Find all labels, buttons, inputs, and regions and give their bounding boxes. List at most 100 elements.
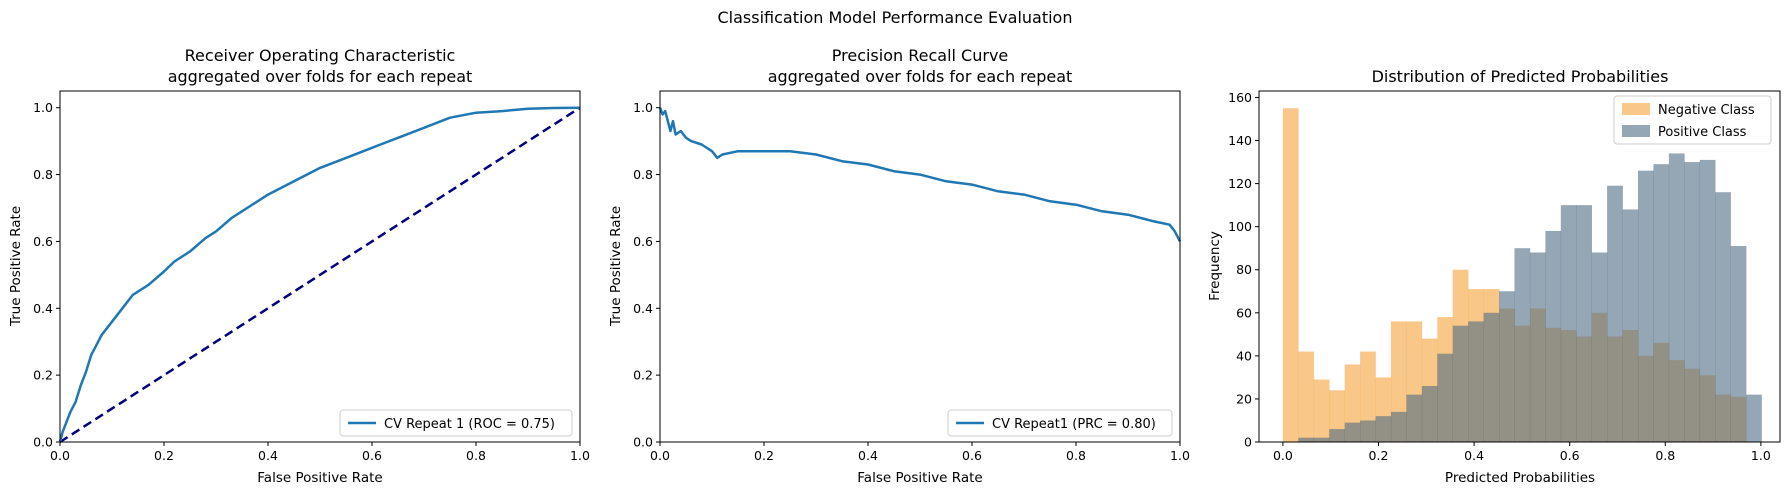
hist-bar-positive-4 <box>1344 422 1361 442</box>
prc-legend: CV Repeat1 (PRC = 0.80) <box>947 409 1173 437</box>
prc-xlabel: False Positive Rate <box>857 470 982 486</box>
prc-axes-frame <box>659 90 1181 443</box>
hist-legend-swatch-negative <box>1622 103 1650 115</box>
hist-bar-positive-28 <box>1715 192 1731 442</box>
roc-xtick-label-3: 0.6 <box>362 448 382 463</box>
hist-bar-positive-23 <box>1637 170 1654 443</box>
hist-bar-positive-9 <box>1421 386 1438 442</box>
prc-legend-box <box>947 409 1173 437</box>
hist-legend-label-negative: Negative Class <box>1658 103 1755 118</box>
prc-ytick-label-3: 0.6 <box>633 234 653 249</box>
hist-legend-label-positive: Positive Class <box>1658 125 1747 140</box>
hist-xlabel: Predicted Probabilities <box>1445 470 1595 486</box>
roc-ytick-label-3: 0.6 <box>33 234 53 249</box>
hist-legend-swatch-positive <box>1622 125 1650 137</box>
hist-bar-negative-1 <box>1298 351 1315 442</box>
roc-title-line1: Receiver Operating Characteristic <box>185 46 456 65</box>
hist-xtick-label-1: 0.2 <box>1369 448 1389 463</box>
roc-chance-diagonal <box>59 106 581 444</box>
hist-xtick-label-3: 0.6 <box>1560 448 1580 463</box>
hist-bar-positive-27 <box>1699 159 1716 442</box>
hist-ytick-label-2: 40 <box>1236 348 1252 363</box>
hist-bar-positive-8 <box>1406 394 1423 442</box>
hist-ylabel: Frequency <box>1207 231 1223 301</box>
roc-ytick-label-4: 0.8 <box>33 167 53 182</box>
hist-bar-positive-16 <box>1529 252 1546 442</box>
figure-suptitle: Classification Model Performance Evaluat… <box>718 8 1073 27</box>
prc-ylabel: True Positive Rate <box>608 206 624 327</box>
hist-bar-positive-26 <box>1684 162 1701 442</box>
hist-bar-positive-22 <box>1622 209 1639 442</box>
hist-ytick-label-6: 120 <box>1228 176 1252 191</box>
prc-xtick-label-1: 0.2 <box>754 448 774 463</box>
roc-title-line2: aggregated over folds for each repeat <box>168 67 473 86</box>
roc-xtick-label-5: 1.0 <box>570 448 590 463</box>
hist-bar-positive-13 <box>1483 312 1500 442</box>
hist-bar-negative-2 <box>1313 379 1330 442</box>
hist-bar-positive-18 <box>1560 205 1577 442</box>
roc-ytick-label-0: 0.0 <box>33 435 53 450</box>
hist-legend-box <box>1613 95 1772 145</box>
hist-bar-positive-10 <box>1437 353 1454 442</box>
roc-ytick-label-2: 0.4 <box>33 301 53 316</box>
hist-ytick-label-3: 60 <box>1236 305 1252 320</box>
roc-legend-box <box>339 409 573 437</box>
roc-xlabel: False Positive Rate <box>257 470 382 486</box>
hist-bar-positive-17 <box>1545 230 1562 442</box>
roc-ylabel: True Positive Rate <box>8 206 24 327</box>
roc-panel: Receiver Operating Characteristic aggreg… <box>8 46 590 486</box>
hist-xtick-label-5: 1.0 <box>1751 448 1771 463</box>
roc-xtick-label-2: 0.4 <box>258 448 278 463</box>
hist-ytick-label-7: 140 <box>1228 133 1252 148</box>
roc-xtick-label-1: 0.2 <box>154 448 174 463</box>
roc-ytick-label-5: 1.0 <box>33 100 53 115</box>
roc-xtick-label-0: 0.0 <box>50 448 70 463</box>
roc-plot-area: 0.0 0.2 0.4 0.6 0.8 1.0 0.0 0.2 0.4 0.6 0.8 1.0 <box>33 90 590 463</box>
roc-ytick-label-1: 0.2 <box>33 368 53 383</box>
hist-xtick-label-0: 0.0 <box>1273 448 1293 463</box>
hist-ytick-label-4: 80 <box>1236 262 1252 277</box>
hist-bar-positive-20 <box>1591 252 1608 442</box>
prc-ytick-label-4: 0.8 <box>633 167 653 182</box>
prc-ytick-label-1: 0.2 <box>633 368 653 383</box>
hist-bar-positive-1 <box>1298 437 1315 442</box>
hist-bar-positive-15 <box>1514 248 1531 442</box>
hist-axes-frame <box>1258 90 1781 443</box>
hist-bar-negative-0 <box>1282 108 1299 442</box>
hist-legend: Negative Class Positive Class <box>1613 95 1772 145</box>
prc-plot-area: 0.0 0.2 0.4 0.6 0.8 1.0 0.0 0.2 0.4 0.6 0.8 1.0 <box>633 90 1190 463</box>
hist-ytick-label-8: 160 <box>1228 90 1252 105</box>
hist-ytick-label-1: 20 <box>1236 391 1252 406</box>
roc-curve-line <box>58 106 581 443</box>
hist-bar-positive-30 <box>1746 394 1762 442</box>
hist-bar-positive-5 <box>1360 420 1376 442</box>
hist-bar-positive-24 <box>1653 164 1670 442</box>
roc-legend: CV Repeat 1 (ROC = 0.75) <box>339 409 573 437</box>
roc-xtick-label-4: 0.8 <box>466 448 486 463</box>
hist-xtick-label-4: 0.8 <box>1655 448 1675 463</box>
prc-xtick-label-2: 0.4 <box>858 448 878 463</box>
hist-panel: Distribution of Predicted Probabilities … <box>1207 67 1781 486</box>
prc-xtick-label-4: 0.8 <box>1066 448 1086 463</box>
hist-bar-positive-3 <box>1329 429 1345 442</box>
prc-xtick-label-0: 0.0 <box>650 448 670 463</box>
hist-ytick-label-5: 100 <box>1228 219 1252 234</box>
hist-bar-positive-25 <box>1668 153 1685 442</box>
prc-ytick-label-5: 1.0 <box>633 100 653 115</box>
prc-legend-label: CV Repeat1 (PRC = 0.80) <box>992 417 1156 432</box>
prc-panel: Precision Recall Curve aggregated over f… <box>608 46 1190 486</box>
prc-xtick-label-3: 0.6 <box>962 448 982 463</box>
roc-legend-label: CV Repeat 1 (ROC = 0.75) <box>384 417 555 432</box>
hist-bar-positive-21 <box>1607 185 1623 442</box>
roc-background <box>60 91 580 442</box>
hist-bar-positive-6 <box>1375 416 1392 442</box>
prc-title-line1: Precision Recall Curve <box>832 46 1009 65</box>
hist-bar-positive-11 <box>1452 325 1469 442</box>
hist-xtick-label-2: 0.4 <box>1464 448 1484 463</box>
hist-bar-positive-19 <box>1576 205 1592 442</box>
hist-ytick-label-0: 0 <box>1244 435 1252 450</box>
prc-title-line2: aggregated over folds for each repeat <box>768 67 1073 86</box>
prc-ytick-label-2: 0.4 <box>633 301 653 316</box>
hist-title: Distribution of Predicted Probabilities <box>1372 67 1669 86</box>
